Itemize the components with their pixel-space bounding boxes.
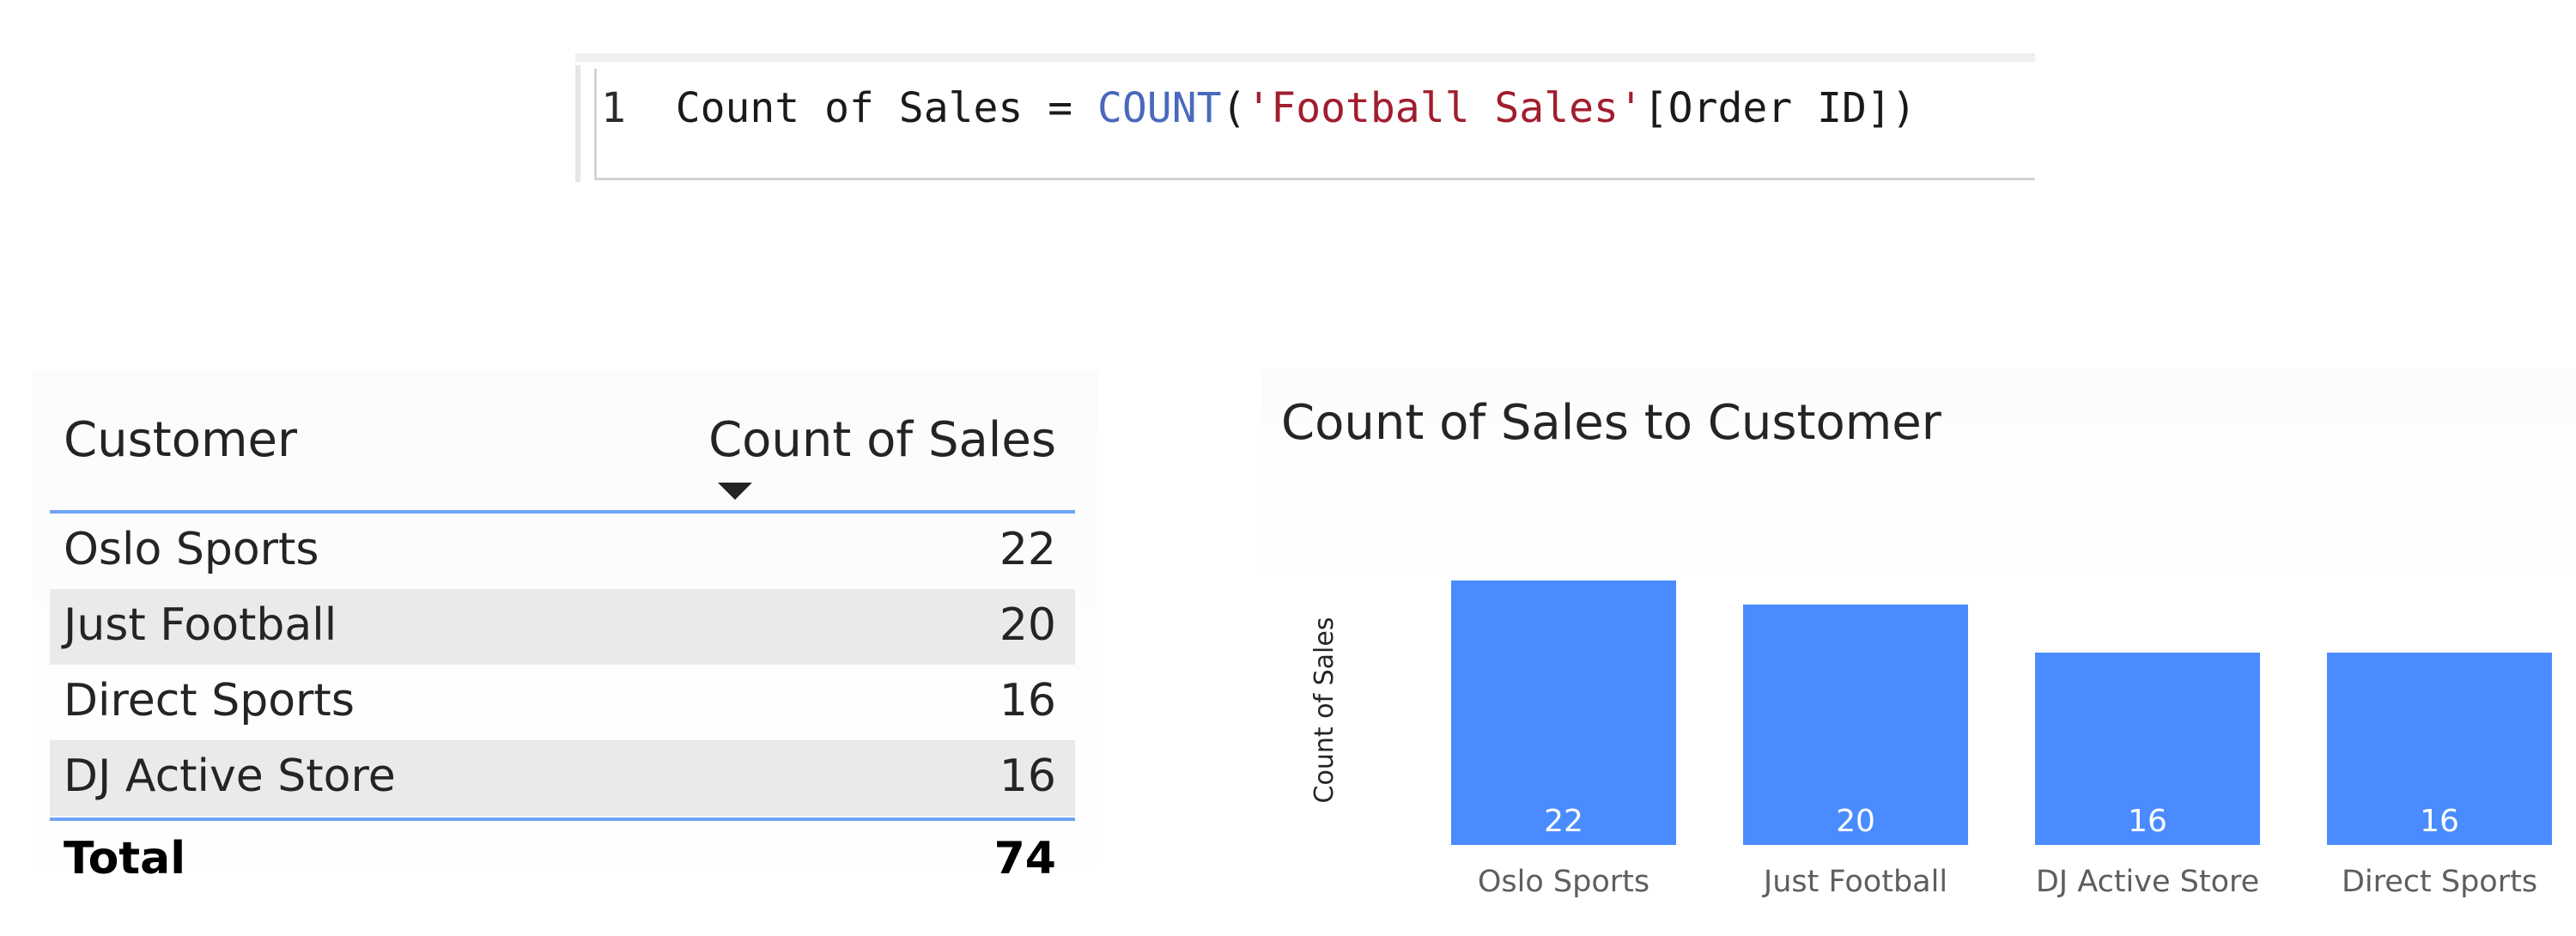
cell-count: 16 <box>999 751 1056 802</box>
count-of-sales-chart-visual[interactable]: Count of Sales to Customer Count of Sale… <box>1262 369 2576 919</box>
bar-data-label: 16 <box>2128 804 2167 839</box>
total-label: Total <box>64 833 186 884</box>
formula-editor[interactable] <box>594 69 2035 180</box>
chart-title: Count of Sales to Customer <box>1281 395 1941 451</box>
cell-customer: Just Football <box>64 599 337 651</box>
bar-data-label: 16 <box>2420 804 2459 839</box>
bar[interactable] <box>1451 580 1676 845</box>
cell-customer: Direct Sports <box>64 675 355 726</box>
bar[interactable] <box>1743 605 1968 845</box>
y-axis-label: Count of Sales <box>1309 617 1340 804</box>
table-body: Oslo Sports 22 Just Football 20 Direct S… <box>50 514 1075 816</box>
formula-function-name: COUNT <box>1097 84 1222 132</box>
bar[interactable] <box>2035 653 2260 845</box>
formula-close-paren: ) <box>1891 84 1917 132</box>
x-axis-tick-label: Just Football <box>1762 865 1947 899</box>
formula-line-number: 1 <box>601 84 626 132</box>
total-row: Total 74 <box>50 823 1075 896</box>
dax-formula-bar[interactable]: 1 Count of Sales = COUNT('Football Sales… <box>575 53 2035 182</box>
table-row[interactable]: Just Football 20 <box>50 589 1075 665</box>
formula-measure-name: Count of Sales <box>675 84 1024 132</box>
cell-count: 20 <box>999 599 1056 651</box>
sort-descending-icon[interactable] <box>718 483 752 500</box>
x-axis-tick-label: DJ Active Store <box>2036 865 2259 899</box>
formula-table-ref: 'Football Sales' <box>1246 84 1643 132</box>
formula-gutter <box>575 65 580 182</box>
header-divider <box>50 510 1075 514</box>
formula-open-paren: ( <box>1221 84 1247 132</box>
formula-line[interactable]: 1 Count of Sales = COUNT('Football Sales… <box>601 81 1917 136</box>
cell-customer: DJ Active Store <box>64 751 396 802</box>
formula-column-ref: [Order ID] <box>1643 84 1892 132</box>
formula-bar-top-strip <box>575 53 2035 62</box>
table-row[interactable]: DJ Active Store 16 <box>50 740 1075 816</box>
total-divider <box>50 817 1075 821</box>
sales-table-visual[interactable]: Customer Count of Sales Oslo Sports 22 J… <box>33 369 1097 902</box>
x-axis-tick-label: Oslo Sports <box>1478 865 1649 899</box>
bar-chart[interactable]: Count of Sales 22 Oslo Sports 20 Just Footba… <box>1262 369 2576 919</box>
cell-count: 16 <box>999 675 1056 726</box>
formula-operator: = <box>1048 84 1073 132</box>
total-value: 74 <box>993 833 1056 884</box>
column-header-count-of-sales[interactable]: Count of Sales <box>708 412 1056 468</box>
bar[interactable] <box>2327 653 2552 845</box>
x-axis-tick-label: Direct Sports <box>2342 865 2537 899</box>
table-row[interactable]: Direct Sports 16 <box>50 665 1075 740</box>
bar-data-label: 22 <box>1544 804 1583 839</box>
table-row[interactable]: Oslo Sports 22 <box>50 514 1075 589</box>
column-header-customer[interactable]: Customer <box>64 412 298 468</box>
bar-data-label: 20 <box>1836 804 1875 839</box>
cell-count: 22 <box>999 524 1056 575</box>
cell-customer: Oslo Sports <box>64 524 319 575</box>
